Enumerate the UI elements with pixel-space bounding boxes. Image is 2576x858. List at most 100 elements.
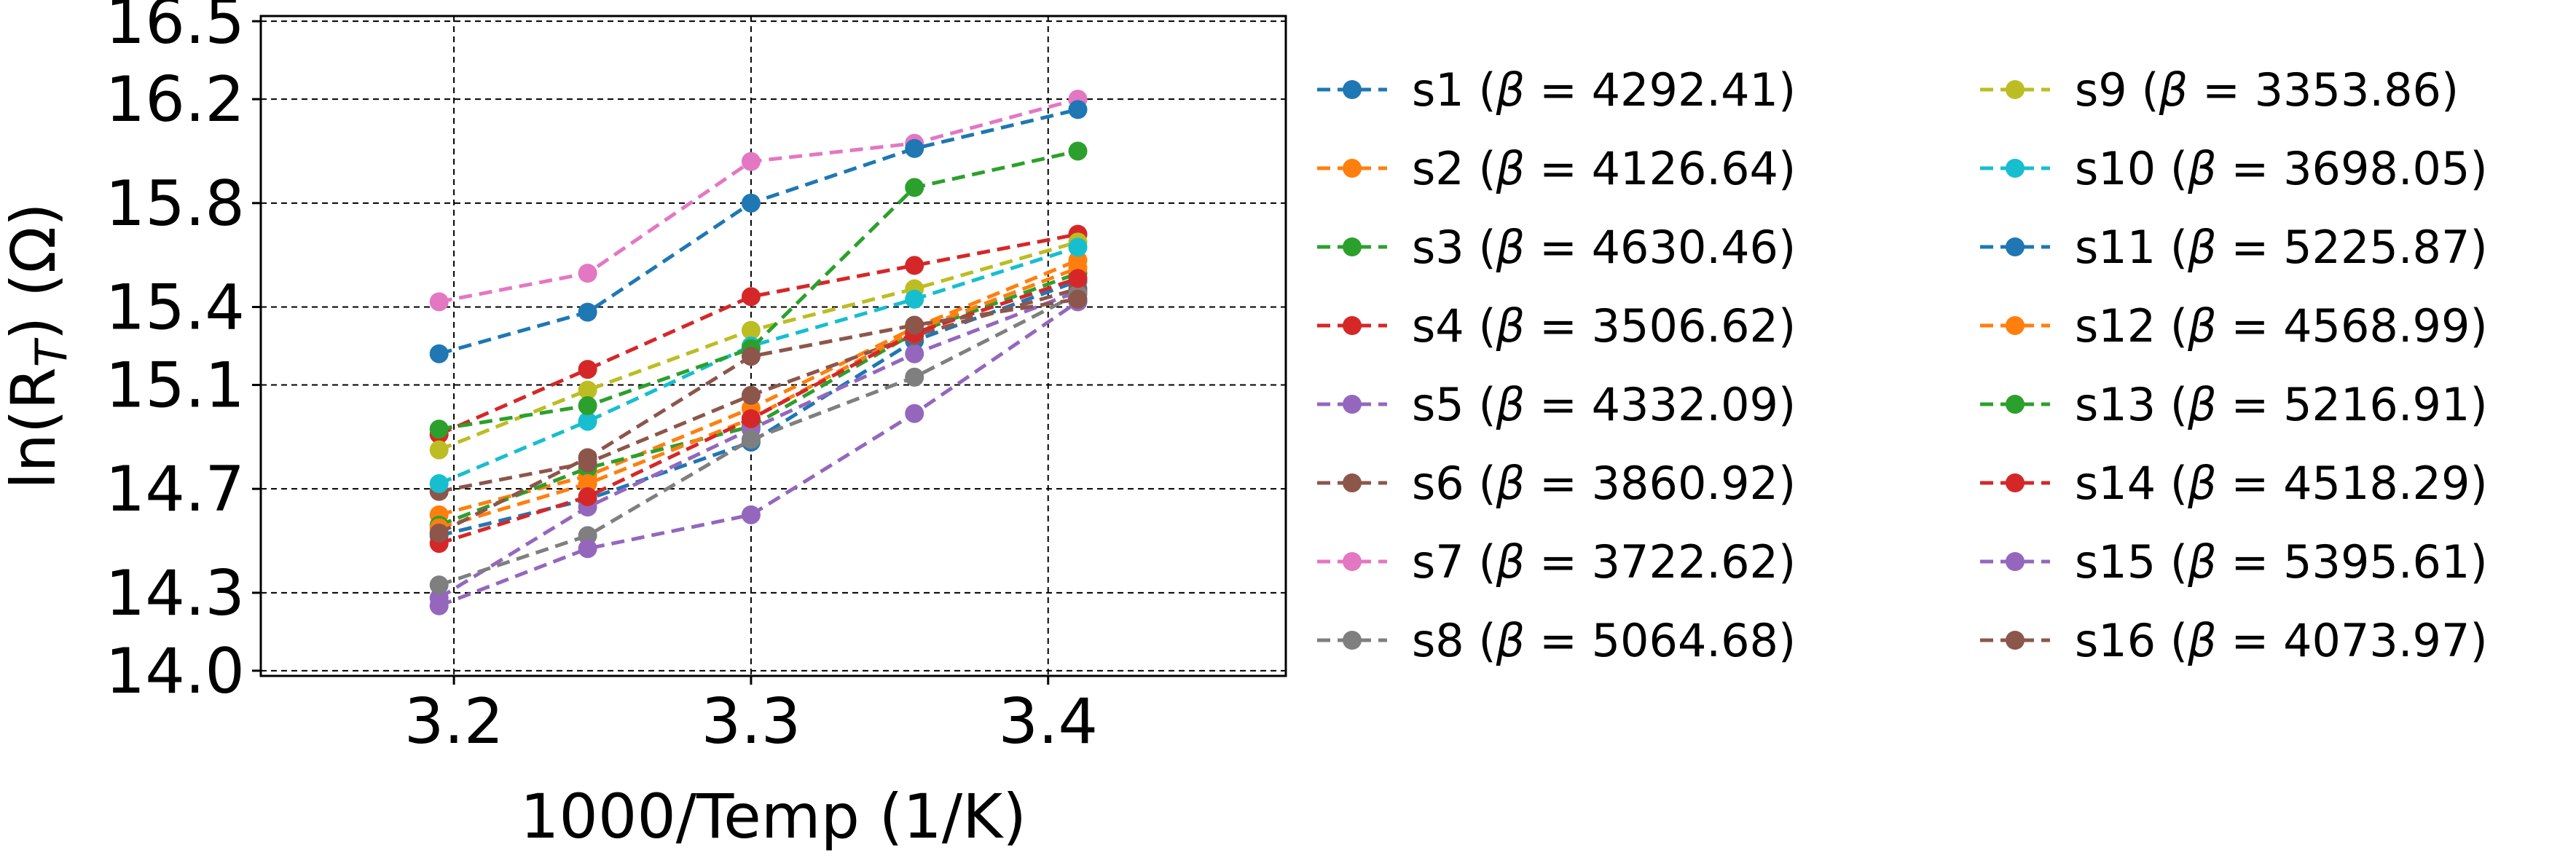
series-s11 — [429, 100, 1088, 363]
legend-marker — [2006, 237, 2025, 256]
data-point — [741, 385, 761, 405]
legend-marker — [2006, 80, 2025, 99]
legend-entry: s10 (β = 3698.05) — [1980, 142, 2488, 195]
legend-label: s13 (β = 5216.91) — [2075, 378, 2488, 431]
legend: s1 (β = 4292.41) s2 (β = 4126.64) s3 (β = … — [1317, 63, 2488, 667]
data-point — [905, 367, 924, 387]
data-point — [905, 289, 924, 309]
legend-label: s8 (β = 5064.68) — [1412, 614, 1796, 667]
legend-entry: s3 (β = 4630.46) — [1317, 221, 1796, 274]
data-point — [1068, 269, 1088, 288]
data-point — [578, 526, 597, 546]
data-point — [429, 523, 449, 543]
data-point — [429, 440, 449, 460]
data-point — [905, 138, 924, 158]
series-line — [438, 300, 1079, 608]
legend-marker — [2006, 552, 2025, 571]
data-point — [741, 347, 761, 366]
data-point — [1068, 289, 1088, 309]
legend-entry: s1 (β = 4292.41) — [1317, 63, 1796, 117]
grid-layer — [261, 16, 1286, 676]
data-point — [429, 292, 449, 312]
legend-marker — [2006, 395, 2025, 414]
legend-entry: s5 (β = 4332.09) — [1317, 378, 1796, 431]
series-line — [438, 232, 1078, 436]
data-point — [578, 264, 597, 283]
legend-entry: s6 (β = 3860.92) — [1317, 457, 1796, 510]
series-s10 — [429, 237, 1088, 494]
legend-marker — [1343, 395, 1362, 414]
data-point — [578, 302, 597, 322]
data-point — [741, 409, 761, 428]
data-point — [741, 505, 761, 524]
legend-marker — [1343, 159, 1362, 178]
y-tick-label: 14.7 — [106, 453, 245, 526]
y-tick-label: 14.0 — [106, 635, 245, 708]
legend-entry: s4 (β = 3506.62) — [1317, 299, 1796, 353]
data-point — [578, 396, 597, 416]
legend-marker — [1343, 237, 1362, 256]
legend-marker — [1343, 473, 1362, 492]
data-point — [578, 448, 597, 468]
series-s16 — [429, 289, 1088, 543]
data-point — [905, 404, 924, 423]
data-point — [429, 344, 449, 363]
data-point — [429, 575, 449, 595]
legend-entry: s12 (β = 4568.99) — [1980, 299, 2488, 353]
series-line — [438, 245, 1079, 486]
legend-entry: s9 (β = 3353.86) — [1980, 63, 2459, 117]
legend-marker — [1343, 80, 1362, 99]
x-tick-label: 3.4 — [998, 685, 1098, 758]
y-tick-label: 16.5 — [106, 0, 245, 58]
series-layer — [429, 90, 1088, 615]
legend-label: s9 (β = 3353.86) — [2075, 63, 2459, 117]
legend-label: s10 (β = 3698.05) — [2075, 142, 2488, 195]
y-tick-label: 15.1 — [106, 350, 245, 422]
legend-marker — [1343, 631, 1362, 650]
legend-label: s15 (β = 5395.61) — [2075, 535, 2488, 589]
legend-label: s3 (β = 4630.46) — [1412, 221, 1796, 274]
y-tick-label: 15.8 — [106, 168, 245, 240]
legend-entry: s2 (β = 4126.64) — [1317, 142, 1796, 195]
data-point — [578, 487, 597, 506]
legend-label: s11 (β = 5225.87) — [2075, 221, 2488, 274]
data-point — [1068, 100, 1088, 119]
data-point — [429, 596, 449, 615]
legend-label: s1 (β = 4292.41) — [1412, 63, 1796, 117]
legend-label: s12 (β = 4568.99) — [2075, 299, 2488, 353]
x-axis-label: 1000/Temp (1/K) — [520, 781, 1026, 852]
series-s8 — [429, 284, 1088, 595]
legend-label: s14 (β = 4518.29) — [2075, 457, 2488, 510]
legend-marker — [2006, 473, 2025, 492]
legend-entry: s14 (β = 4518.29) — [1980, 457, 2488, 510]
legend-label: s7 (β = 3722.62) — [1412, 535, 1796, 589]
data-point — [429, 420, 449, 439]
data-point — [741, 320, 761, 340]
legend-marker — [2006, 159, 2025, 178]
plot-area-frame — [259, 15, 1287, 677]
data-point — [429, 474, 449, 494]
data-point — [905, 256, 924, 275]
x-tick-label: 3.2 — [404, 685, 504, 758]
data-point — [578, 539, 597, 559]
series-line — [438, 292, 1079, 587]
legend-label: s4 (β = 3506.62) — [1412, 299, 1796, 353]
legend-entry: s16 (β = 4073.97) — [1980, 614, 2488, 667]
legend-label: s2 (β = 4126.64) — [1412, 142, 1796, 195]
y-axis-label-text: ln(RT) (Ω) — [0, 202, 77, 489]
y-tick-label: 15.4 — [106, 271, 245, 344]
data-point — [578, 380, 597, 400]
data-point — [741, 193, 761, 213]
y-tick-label: 16.2 — [106, 63, 245, 136]
data-point — [741, 151, 761, 171]
data-point — [741, 287, 761, 307]
legend-entry: s8 (β = 5064.68) — [1317, 614, 1796, 667]
data-point — [578, 474, 597, 494]
legend-label: s5 (β = 4332.09) — [1412, 378, 1796, 431]
data-point — [578, 360, 597, 379]
legend-label: s6 (β = 3860.92) — [1412, 457, 1796, 510]
ticks-layer: 3.2 3.3 3.4 14.014.3 14.7 15.115.4 15.8 16.216.… — [106, 0, 1099, 758]
data-point — [905, 315, 924, 335]
